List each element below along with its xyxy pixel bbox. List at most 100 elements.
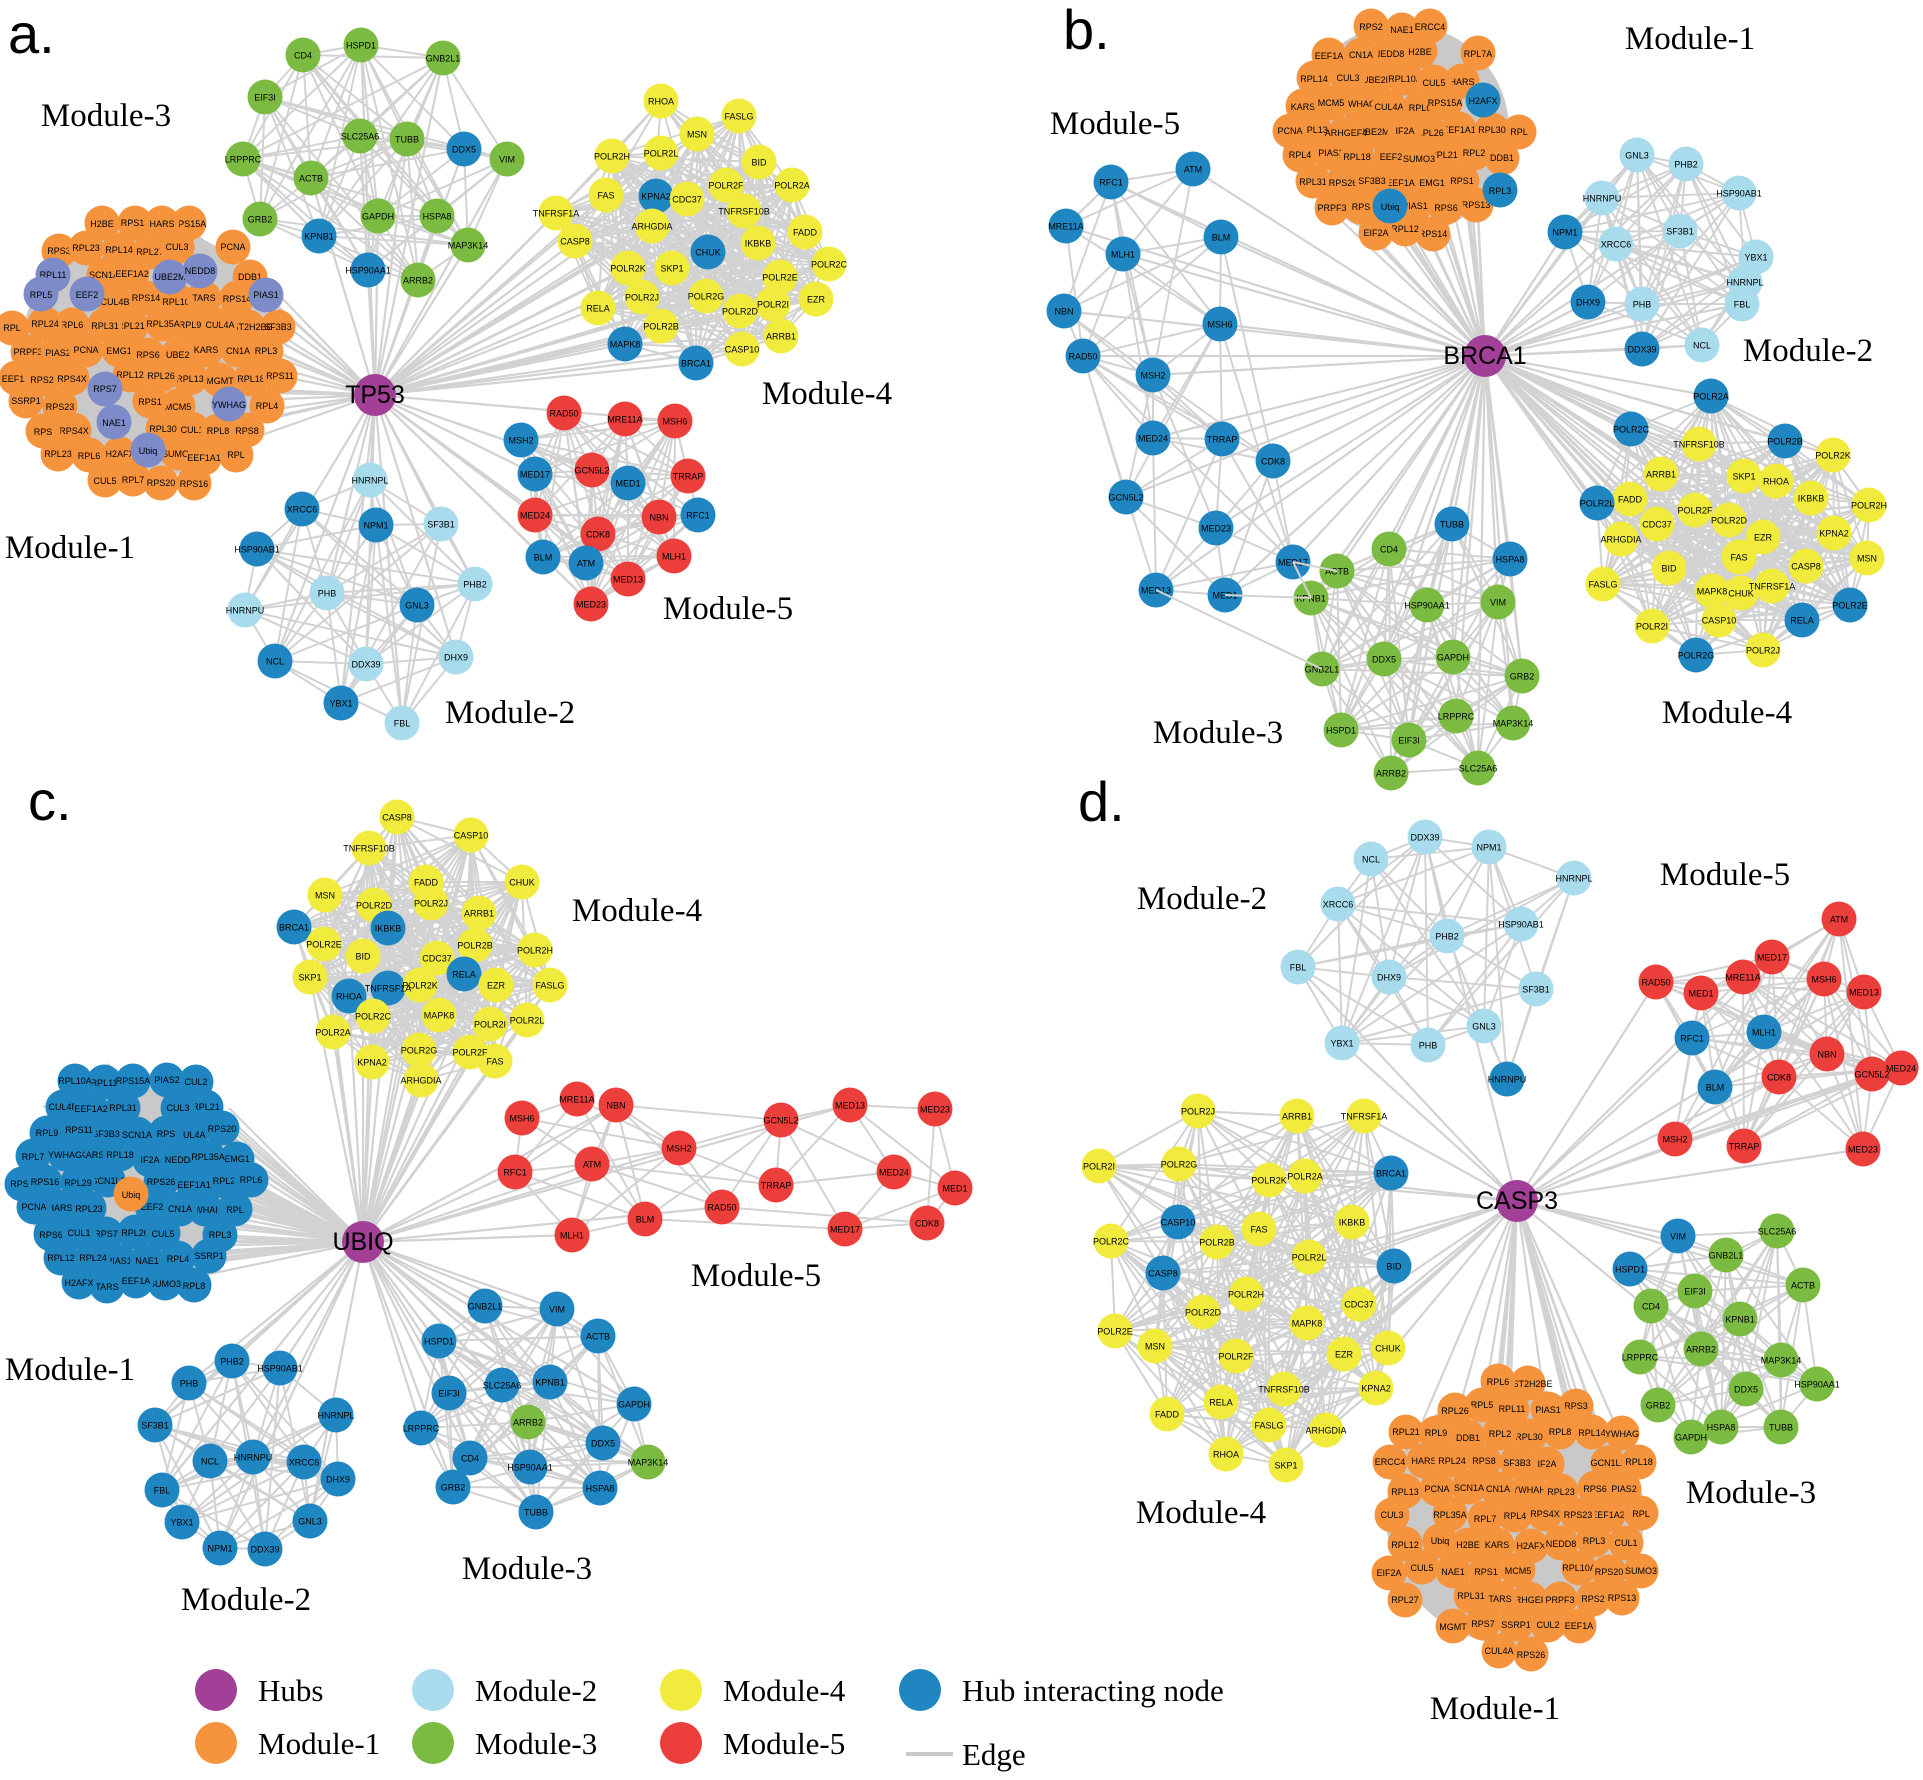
svg-text:EIF2A: EIF2A — [1363, 228, 1388, 238]
svg-text:CUL5: CUL5 — [1410, 1563, 1433, 1573]
svg-text:SUMO3: SUMO3 — [1403, 154, 1435, 164]
svg-text:NPM1: NPM1 — [207, 1544, 232, 1554]
svg-text:BID: BID — [1386, 1262, 1402, 1272]
svg-text:CUL2: CUL2 — [184, 1077, 207, 1087]
svg-text:RPL23: RPL23 — [75, 1204, 103, 1214]
svg-text:RPS2: RPS2 — [30, 375, 54, 385]
svg-text:POLR2C: POLR2C — [811, 260, 848, 270]
svg-text:SLC25A6: SLC25A6 — [1758, 1227, 1797, 1237]
svg-text:POLR2B: POLR2B — [457, 941, 493, 951]
svg-text:NCL: NCL — [1362, 855, 1380, 865]
svg-text:HARS: HARS — [47, 1203, 72, 1213]
svg-text:IKBKB: IKBKB — [1339, 1218, 1366, 1228]
svg-text:RPL35A: RPL35A — [146, 319, 180, 329]
svg-text:CASP8: CASP8 — [1148, 1269, 1178, 1279]
svg-text:GNB2L1: GNB2L1 — [468, 1302, 503, 1312]
svg-text:DDX5: DDX5 — [591, 1439, 615, 1449]
svg-text:CDC37: CDC37 — [1344, 1300, 1374, 1310]
svg-text:VIM: VIM — [1670, 1232, 1686, 1242]
svg-text:GAPDH: GAPDH — [1437, 653, 1469, 663]
svg-text:PRPF3: PRPF3 — [1545, 1595, 1574, 1605]
svg-text:BLM: BLM — [1212, 233, 1231, 243]
svg-text:SCN1A: SCN1A — [89, 270, 119, 280]
svg-text:HNRNPL: HNRNPL — [351, 476, 388, 486]
svg-text:PHB: PHB — [318, 589, 337, 599]
svg-text:DDB1: DDB1 — [238, 272, 262, 282]
svg-text:ARRB2: ARRB2 — [403, 276, 433, 286]
svg-text:BRCA1: BRCA1 — [1376, 1169, 1406, 1179]
svg-text:CASP10: CASP10 — [454, 831, 489, 841]
svg-text:Hub interacting node: Hub interacting node — [962, 1673, 1224, 1708]
svg-text:Module-3: Module-3 — [462, 1551, 592, 1587]
svg-text:RPL4: RPL4 — [1289, 150, 1312, 160]
svg-text:CASP3: CASP3 — [1476, 1187, 1558, 1215]
svg-text:POLR2A: POLR2A — [1693, 392, 1729, 402]
svg-text:GNL3: GNL3 — [405, 601, 429, 611]
svg-text:RAD50: RAD50 — [707, 1203, 736, 1213]
svg-text:RPL26: RPL26 — [1441, 1406, 1469, 1416]
svg-text:SF3B3: SF3B3 — [264, 322, 292, 332]
svg-text:PIAS1: PIAS1 — [1402, 201, 1428, 211]
svg-text:HSP90AA1: HSP90AA1 — [507, 1463, 553, 1473]
svg-text:IF2A: IF2A — [1395, 126, 1414, 136]
svg-text:RPL13: RPL13 — [176, 374, 204, 384]
svg-text:HSP90AB1: HSP90AB1 — [1716, 189, 1762, 199]
svg-text:POLR2L: POLR2L — [644, 149, 679, 159]
svg-text:RPS15A: RPS15A — [172, 219, 207, 229]
svg-text:RPS23: RPS23 — [1564, 1510, 1593, 1520]
svg-text:MGMT: MGMT — [1439, 1622, 1467, 1632]
svg-text:RHOA: RHOA — [336, 992, 362, 1002]
svg-text:CUL5: CUL5 — [151, 1229, 174, 1239]
svg-text:TNFRSF1A: TNFRSF1A — [1341, 1112, 1388, 1122]
svg-text:CDK8: CDK8 — [586, 530, 610, 540]
svg-text:EEF1A: EEF1A — [122, 1276, 151, 1286]
svg-text:IF2A: IF2A — [140, 1155, 159, 1165]
svg-text:RPL: RPL — [227, 450, 245, 460]
svg-text:SF3B3: SF3B3 — [1358, 176, 1386, 186]
svg-text:Module-4: Module-4 — [1136, 1495, 1266, 1531]
svg-text:SF3B1: SF3B1 — [1522, 985, 1550, 995]
svg-text:RPL18: RPL18 — [237, 374, 265, 384]
svg-text:PIAS2: PIAS2 — [45, 348, 71, 358]
svg-text:RPS14: RPS14 — [132, 293, 161, 303]
svg-text:NAE1: NAE1 — [102, 418, 126, 428]
svg-text:RAD50: RAD50 — [1641, 978, 1670, 988]
svg-text:CN1A: CN1A — [1486, 1484, 1510, 1494]
svg-text:POLR2K: POLR2K — [1251, 1176, 1287, 1186]
svg-text:MRE11A: MRE11A — [1725, 973, 1760, 983]
svg-text:RPL14: RPL14 — [1578, 1428, 1606, 1438]
svg-text:LRPPRC: LRPPRC — [225, 155, 262, 165]
svg-text:POLR2J: POLR2J — [1181, 1107, 1215, 1117]
svg-text:EEF1A1: EEF1A1 — [1442, 125, 1476, 135]
svg-text:NCL: NCL — [201, 1457, 219, 1467]
svg-text:XRCC6: XRCC6 — [289, 1458, 320, 1468]
svg-text:ACTB: ACTB — [1791, 1281, 1815, 1291]
svg-text:POLR2E: POLR2E — [1097, 1327, 1133, 1337]
svg-text:RPS4X: RPS4X — [1530, 1509, 1560, 1519]
svg-text:DDX5: DDX5 — [1372, 655, 1396, 665]
svg-text:MED17: MED17 — [1757, 953, 1787, 963]
svg-text:HNRNPU: HNRNPU — [234, 1453, 273, 1463]
svg-text:MGMT: MGMT — [206, 376, 234, 386]
svg-text:RELA: RELA — [452, 970, 476, 980]
svg-text:IKBKB: IKBKB — [745, 239, 772, 249]
svg-text:GAPDH: GAPDH — [362, 212, 394, 222]
svg-text:DHX9: DHX9 — [326, 1475, 350, 1485]
svg-text:MAPK8: MAPK8 — [1697, 587, 1728, 597]
svg-text:RPL6: RPL6 — [1487, 1377, 1510, 1387]
svg-text:RPL5: RPL5 — [1471, 1400, 1494, 1410]
svg-text:BLM: BLM — [1706, 1083, 1725, 1093]
svg-text:ATM: ATM — [1830, 915, 1848, 925]
svg-text:TARS: TARS — [1488, 1594, 1511, 1604]
svg-text:BLM: BLM — [534, 553, 553, 563]
svg-text:RPL: RPL — [3, 323, 21, 333]
svg-text:RPS16: RPS16 — [31, 1177, 60, 1187]
svg-text:RPS6: RPS6 — [1434, 203, 1458, 213]
svg-text:HARS: HARS — [1411, 1456, 1436, 1466]
svg-text:RPL14: RPL14 — [105, 245, 133, 255]
svg-text:MAP3K14: MAP3K14 — [448, 241, 489, 251]
svg-text:PIAS1: PIAS1 — [253, 290, 279, 300]
svg-text:YBX1: YBX1 — [329, 699, 352, 709]
svg-text:RPS8: RPS8 — [1472, 1456, 1496, 1466]
svg-text:H2BE: H2BE — [1408, 47, 1432, 57]
